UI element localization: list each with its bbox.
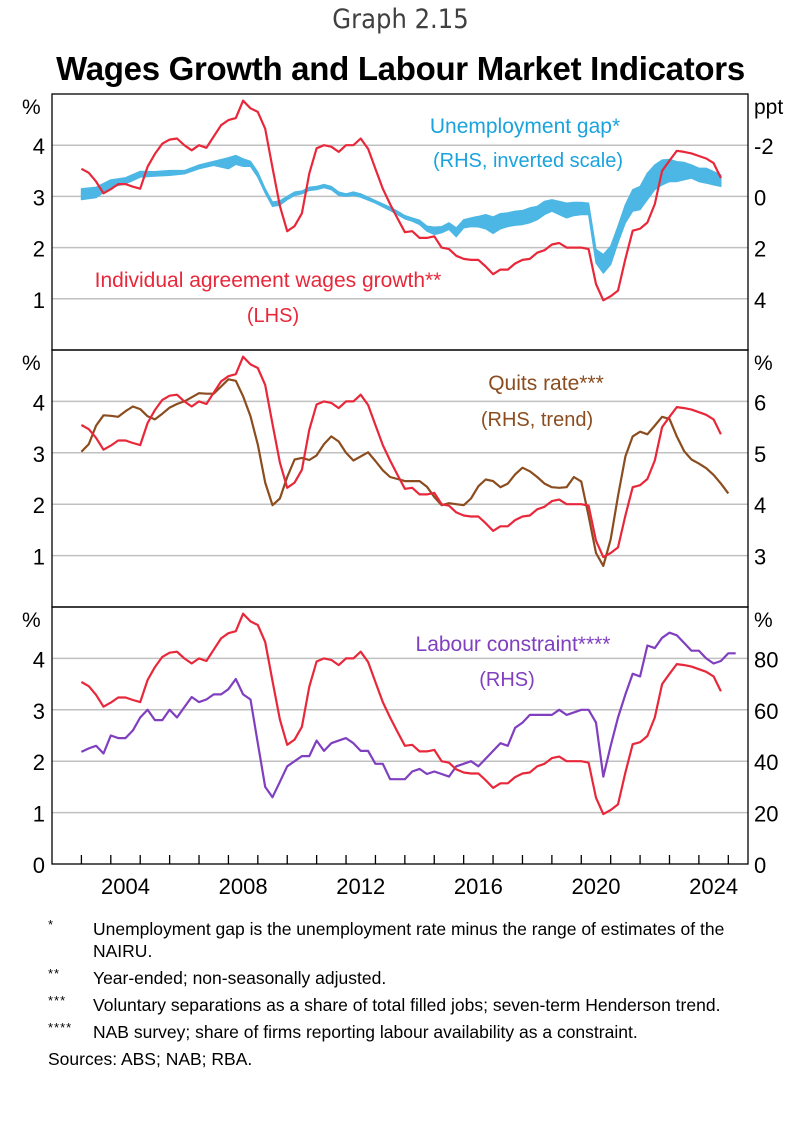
rhs-tick-label: 2 bbox=[754, 237, 766, 262]
x-tick-label: 2020 bbox=[572, 874, 621, 899]
lhs-tick-label: 4 bbox=[33, 134, 45, 159]
footnote: **** NAB survey; share of firms reportin… bbox=[48, 1021, 788, 1043]
x-tick-label: 2004 bbox=[101, 874, 150, 899]
labour-constraint-sublabel: (RHS) bbox=[479, 669, 535, 691]
lhs-tick-label: 3 bbox=[33, 442, 45, 467]
rhs-tick-label: 4 bbox=[754, 493, 766, 518]
unemployment-gap-band-layer bbox=[80, 154, 722, 274]
footnote: ** Year-ended; non-seasonally adjusted. bbox=[48, 967, 788, 989]
rhs-tick-label: 0 bbox=[754, 853, 766, 878]
quits-rate-line bbox=[80, 378, 730, 567]
lhs-tick-label: 1 bbox=[33, 545, 45, 570]
x-tick-label: 2008 bbox=[219, 874, 268, 899]
panel-frame bbox=[51, 606, 749, 865]
quits-rate-label: Quits rate*** bbox=[488, 372, 604, 395]
lhs-unit-label: % bbox=[22, 609, 41, 632]
panel-frames bbox=[51, 93, 749, 865]
series-layer bbox=[80, 99, 736, 816]
lhs-tick-label: 1 bbox=[33, 802, 45, 827]
wages-growth-line bbox=[80, 612, 722, 816]
rhs-tick-label: 60 bbox=[754, 699, 778, 724]
rhs-tick-label: 6 bbox=[754, 390, 766, 415]
footnote: *** Voluntary separations as a share of … bbox=[48, 994, 788, 1016]
lhs-tick-label: 2 bbox=[33, 750, 45, 775]
footnote-marker: * bbox=[48, 917, 55, 932]
lhs-tick-label: 4 bbox=[33, 647, 45, 672]
footnote-text: Voluntary separations as a share of tota… bbox=[93, 995, 721, 1015]
wages-growth-label: Individual agreement wages growth** bbox=[95, 269, 442, 292]
footnote: * Unemployment gap is the unemployment r… bbox=[48, 918, 788, 962]
x-tick-label: 2024 bbox=[689, 874, 738, 899]
sources: Sources: ABS; NAB; RBA. bbox=[48, 1049, 253, 1069]
rhs-tick-label: 5 bbox=[754, 442, 766, 467]
rhs-tick-label: 20 bbox=[754, 802, 778, 827]
lhs-tick-label: 2 bbox=[33, 237, 45, 262]
gridlines bbox=[52, 144, 748, 814]
rhs-unit-label: ppt bbox=[754, 96, 783, 119]
lhs-tick-label: 2 bbox=[33, 493, 45, 518]
rhs-unit-label: % bbox=[754, 352, 773, 375]
x-tick-label: 2016 bbox=[454, 874, 503, 899]
lhs-unit-label: % bbox=[22, 352, 41, 375]
unemployment-gap-sublabel: (RHS, inverted scale) bbox=[433, 150, 623, 172]
footnote-text: Unemployment gap is the unemployment rat… bbox=[93, 919, 725, 961]
lhs-unit-label: % bbox=[22, 96, 41, 119]
axis-ticks bbox=[80, 855, 729, 864]
rhs-tick-label: 40 bbox=[754, 750, 778, 775]
wages-growth-sublabel: (LHS) bbox=[247, 305, 299, 327]
footnote-marker: ** bbox=[48, 966, 61, 981]
chart-title: Wages Growth and Labour Market Indicator… bbox=[56, 50, 745, 87]
lhs-tick-label: 3 bbox=[33, 185, 45, 210]
rhs-tick-label: 4 bbox=[754, 288, 766, 313]
lhs-tick-label: 4 bbox=[33, 390, 45, 415]
unemployment-gap-label: Unemployment gap* bbox=[430, 115, 620, 138]
wages-growth-line bbox=[80, 99, 722, 302]
rhs-unit-label: % bbox=[754, 609, 773, 632]
labour-constraint-line bbox=[80, 631, 736, 799]
footnotes: * Unemployment gap is the unemployment r… bbox=[48, 918, 788, 1070]
footnote-marker: *** bbox=[48, 993, 67, 1008]
labour-constraint-label: Labour constraint**** bbox=[416, 633, 611, 656]
footnote-text: NAB survey; share of firms reporting lab… bbox=[93, 1022, 638, 1042]
lhs-tick-label: 0 bbox=[33, 853, 45, 878]
rhs-tick-label: 0 bbox=[754, 185, 766, 210]
rhs-tick-label: -2 bbox=[754, 134, 774, 159]
rhs-tick-label: 80 bbox=[754, 647, 778, 672]
quits-rate-sublabel: (RHS, trend) bbox=[481, 409, 593, 431]
graph-number: Graph 2.15 bbox=[332, 4, 469, 35]
unemployment-gap-band bbox=[80, 154, 722, 274]
footnote-text: Year-ended; non-seasonally adjusted. bbox=[93, 968, 387, 988]
wages-growth-line bbox=[80, 355, 722, 559]
footnote-marker: **** bbox=[48, 1020, 73, 1035]
x-tick-label: 2012 bbox=[336, 874, 385, 899]
lhs-tick-label: 3 bbox=[33, 699, 45, 724]
rhs-tick-label: 3 bbox=[754, 545, 766, 570]
lhs-tick-label: 1 bbox=[33, 288, 45, 313]
